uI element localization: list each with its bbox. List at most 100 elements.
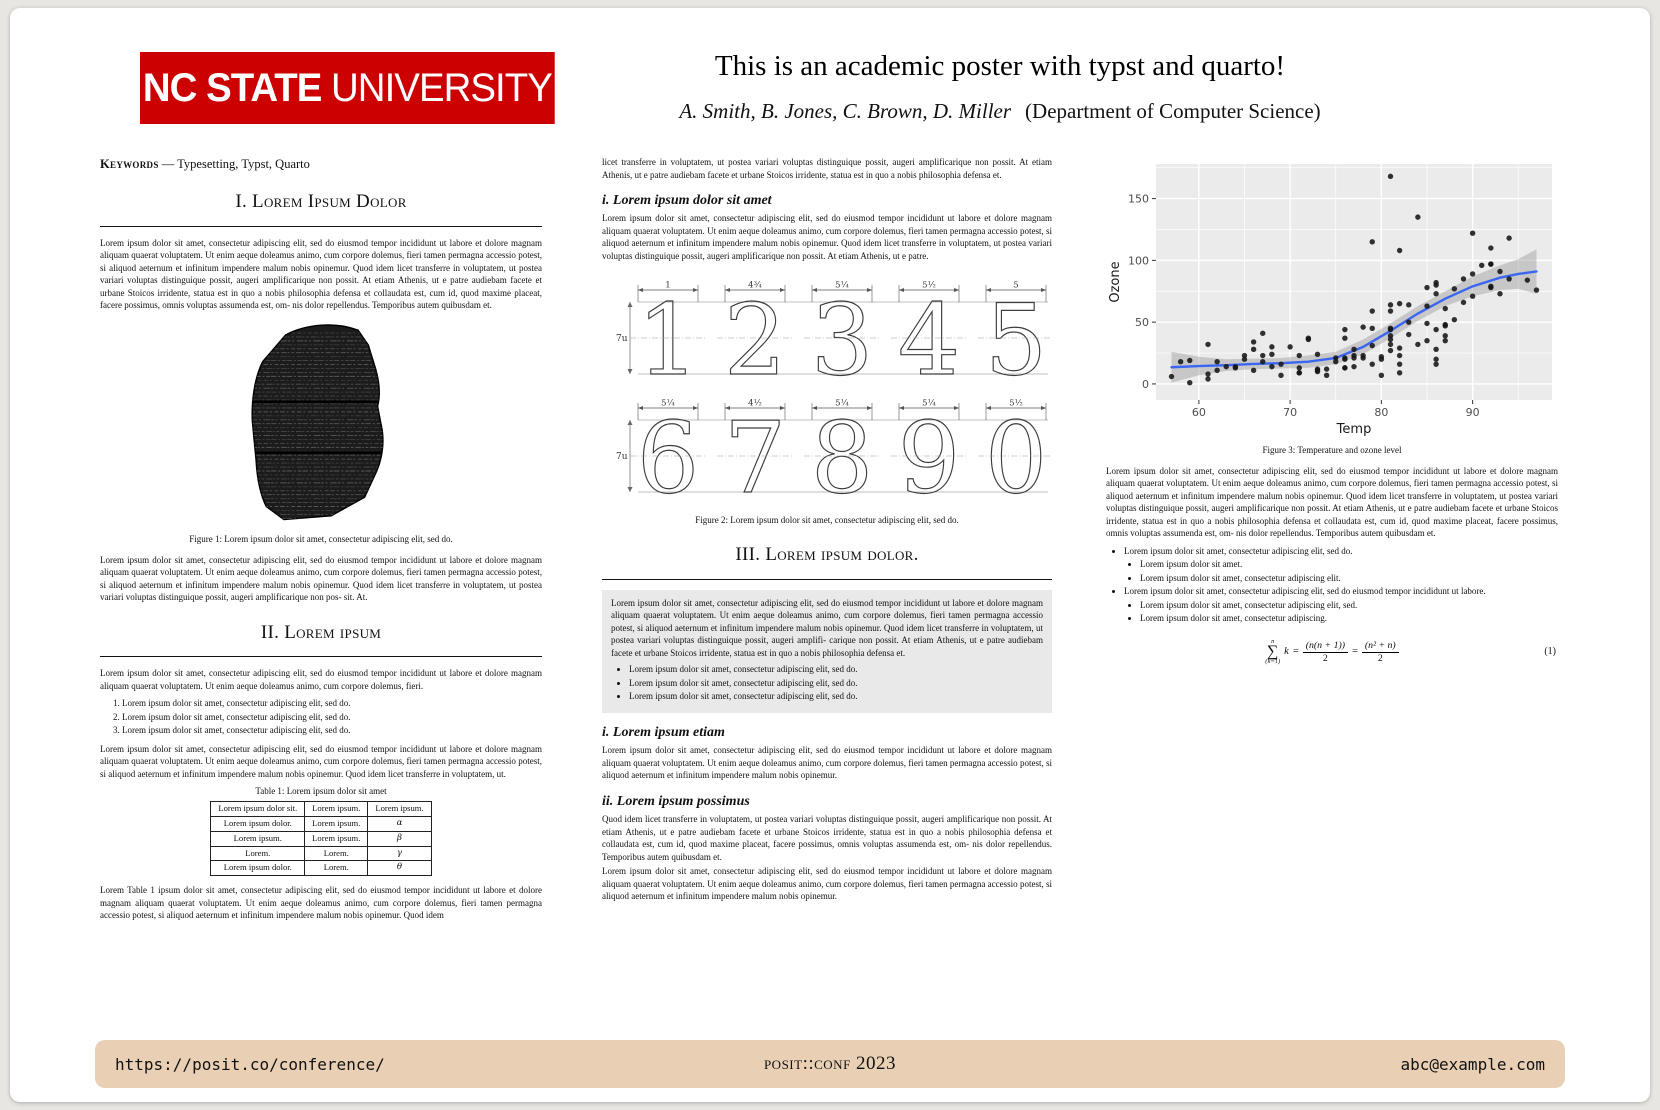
nested-bullet-list: Lorem ipsum dolor sit amet, consectetur … [1106,545,1558,625]
table-row: Lorem. Lorem. γ [210,845,432,862]
keywords-label: Keywords [100,157,159,171]
authors-names: A. Smith, B. Jones, C. Brown, D. Miller [679,99,1012,123]
paragraph: Lorem ipsum dolor sit amet, consectetur … [100,668,542,691]
list-item: Lorem ipsum dolor sit amet, consectetur … [629,663,1043,676]
svg-text:90: 90 [1466,406,1480,419]
column-3: 60 70 80 90 0 50 100 150 Temp Ozone Figure 3: Tem… [1106,156,1558,666]
figure-1-caption: Figure 1: Lorem ipsum dolor sit amet, co… [189,534,453,545]
svg-text:4¾: 4¾ [748,280,762,291]
logo-text-bold: NC STATE [142,65,323,110]
table-cell: Lorem. [210,845,306,862]
figure-2-caption: Figure 2: Lorem ipsum dolor sit amet, co… [695,514,959,525]
sum-lower-limit: (k=1) [1265,658,1281,666]
list-item: Lorem ipsum dolor sit amet, consectetur … [1140,612,1558,625]
figure-1: Figure 1: Lorem ipsum dolor sit amet, co… [100,320,542,546]
svg-text:Temp: Temp [1336,422,1372,437]
paragraph: Lorem ipsum dolor sit amet, consectetur … [602,213,1052,261]
svg-text:150: 150 [1128,193,1149,206]
fraction-1: (n(n + 1)) 2 [1302,640,1348,664]
table-cell: α [367,815,432,832]
table-1: Lorem ipsum dolor sit. Lorem ipsum. Lorem … [210,800,432,877]
paragraph: Quod idem licet transferre in voluptatem… [602,814,1052,862]
subsection-heading: i. Lorem ipsum dolor sit amet [602,193,772,208]
table-cell: θ [367,860,432,877]
equation-number: (1) [1544,646,1556,658]
logo-text-light: UNIVERSITY [331,65,553,110]
paragraph: Lorem ipsum dolor sit amet, consectetur … [602,745,1052,781]
table-header-cell: Lorem ipsum. [367,800,432,817]
svg-text:6: 6 [637,402,699,506]
table-cell: β [367,830,432,847]
sum-operator: ∑ [1267,643,1279,660]
subsection-heading: ii. Lorem ipsum possimus [602,793,750,809]
digits-drawing-image: 7u 1 1 2 4¾ 3 5¼ 4 5½ 5 5 7u 6 5¼ 7 4½ 8 5¼ 9 5¼ 0 5½ [602,270,1054,517]
table-cell: γ [367,845,432,862]
list-item: Lorem ipsum dolor sit amet, consectetur … [629,690,1043,703]
table-header-cell: Lorem ipsum. [304,800,369,817]
sub-bullet-list: Lorem ipsum dolor sit amet.Lorem ipsum d… [1124,558,1558,584]
section-rule [602,578,1052,580]
paragraph: Lorem ipsum dolor sit amet, consectetur … [1106,465,1558,539]
table-1-caption: Table 1: Lorem ipsum dolor sit amet [255,786,387,797]
footer-url[interactable]: https://posit.co/conference/ [115,1054,385,1074]
svg-text:7u: 7u [616,334,628,344]
list-item: Lorem ipsum dolor sit amet, consectetur … [1124,585,1558,625]
svg-text:70: 70 [1283,406,1297,419]
list-item: Lorem ipsum dolor sit amet, consectetur … [122,711,542,724]
list-item: Lorem ipsum dolor sit amet, consectetur … [629,677,1043,690]
svg-text:5¼: 5¼ [922,398,936,409]
svg-text:1: 1 [665,281,670,291]
table-cell: Lorem ipsum dolor. [210,815,306,832]
ozone-temp-chart: 60 70 80 90 0 50 100 150 Temp Ozone [1106,156,1558,440]
poster-title: This is an academic poster with typst an… [714,50,1286,82]
list-item: Lorem ipsum dolor sit amet, consectetur … [1140,572,1558,585]
paragraph: Lorem ipsum dolor sit amet, consectetur … [611,597,1043,658]
paragraph: Lorem ipsum dolor sit amet, consectetur … [100,554,542,603]
sub-bullet-list: Lorem ipsum dolor sit amet, consectetur … [1124,599,1558,625]
affiliation: (Department of Computer Science) [1025,99,1321,123]
section-rule [100,225,542,227]
table-cell: Lorem. [304,845,369,862]
eq-equals: = [1292,645,1299,657]
figure-3-caption: Figure 3: Temperature and ozone level [1262,445,1402,455]
svg-text:5: 5 [985,284,1047,398]
table-row: Lorem ipsum dolor. Lorem ipsum. α [210,815,432,832]
paragraph: licet transferre in voluptatem, ut poste… [602,157,1052,180]
table-row: Lorem ipsum. Lorem ipsum. β [210,830,432,847]
list-item: Lorem ipsum dolor sit amet, consectetur … [1140,599,1558,612]
keywords-value: — Typesetting, Typst, Quarto [161,157,310,171]
svg-text:3: 3 [811,284,873,398]
fraction-2: (n² + n) 2 [1361,640,1399,664]
table-cell: Lorem ipsum dolor. [210,860,306,877]
svg-text:5½: 5½ [922,280,936,291]
sum-upper-limit: n [1271,637,1275,645]
svg-text:5½: 5½ [1009,398,1023,409]
footer-email[interactable]: abc@example.com [1400,1054,1546,1074]
title-block: This is an academic poster with typst an… [570,50,1430,124]
table-cell: Lorem ipsum. [304,815,369,832]
paragraph: Lorem ipsum dolor sit amet, consectetur … [100,237,542,311]
equation-1: n ∑ (k=1) k = (n(n + 1)) 2 = (n² + n) 2 … [1106,637,1558,666]
summation-symbol: n ∑ (k=1) [1265,637,1281,666]
bullet-list: Lorem ipsum dolor sit amet, consectetur … [611,663,1043,703]
eq-variable: k [1284,645,1289,657]
table-cell: Lorem. [304,860,369,877]
svg-text:2: 2 [724,284,786,398]
svg-text:100: 100 [1128,254,1149,267]
table-row: Lorem ipsum dolor. Lorem. θ [210,860,432,877]
svg-text:0: 0 [985,402,1047,506]
authors-line: A. Smith, B. Jones, C. Brown, D. Miller (… [570,99,1430,124]
svg-text:4½: 4½ [748,398,762,409]
highlight-box: Lorem ipsum dolor sit amet, consectetur … [602,589,1052,713]
svg-text:9: 9 [898,402,960,506]
table-1-wrap: Lorem ipsum dolor sit. Lorem ipsum. Lorem … [100,800,542,877]
svg-text:Ozone: Ozone [1108,261,1123,302]
svg-text:5: 5 [1013,281,1018,291]
svg-text:5¼: 5¼ [835,398,849,409]
rosetta-stone-image [251,324,384,520]
svg-text:7u: 7u [616,452,628,462]
svg-text:50: 50 [1135,316,1149,329]
paragraph: Lorem Table 1 ipsum dolor sit amet, cons… [100,885,542,921]
poster-page: NC STATE UNIVERSITY This is an academic … [10,8,1650,1102]
paragraph: Lorem ipsum dolor sit amet, consectetur … [100,743,542,779]
